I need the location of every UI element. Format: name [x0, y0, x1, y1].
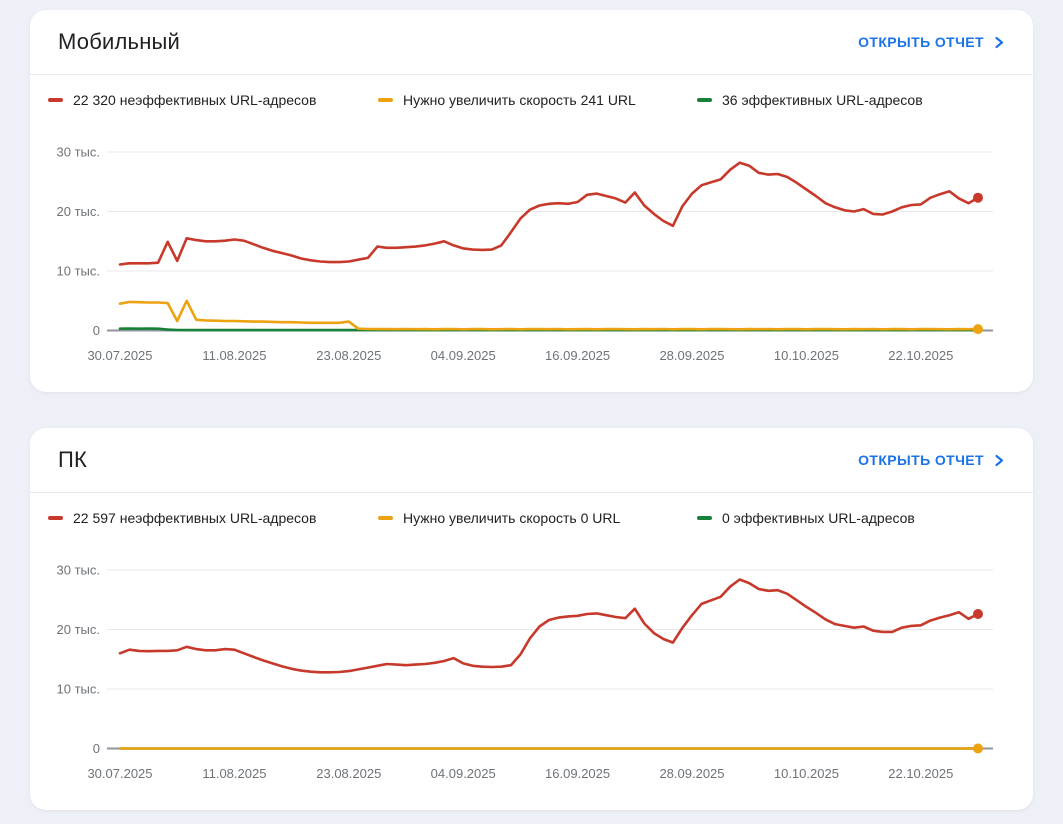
svg-text:23.08.2025: 23.08.2025 — [316, 348, 381, 363]
card-title-mobile: Мобильный — [58, 29, 181, 54]
mobile-trend-chart[interactable]: 0 10 тыс. 20 тыс. 30 тыс. 30.07.2025 11.08.20… — [30, 116, 1033, 376]
svg-text:0: 0 — [93, 323, 100, 338]
svg-text:23.08.2025: 23.08.2025 — [316, 766, 381, 781]
legend-swatch-red — [48, 98, 63, 102]
legend-item-needs-improvement: Нужно увеличить скорость 241 URL — [378, 90, 697, 110]
svg-text:04.09.2025: 04.09.2025 — [431, 766, 496, 781]
svg-text:11.08.2025: 11.08.2025 — [202, 348, 266, 363]
legend-item-needs-improvement: Нужно увеличить скорость 0 URL — [378, 508, 697, 528]
legend-swatch-green — [697, 516, 712, 520]
open-report-label: ОТКРЫТЬ ОТЧЕТ — [858, 452, 984, 468]
legend-label-poor-urls: 22 597 неэффективных URL-адресов — [73, 510, 317, 526]
card-mobile: Мобильный ОТКРЫТЬ ОТЧЕТ 22 320 неэффекти… — [30, 10, 1033, 392]
svg-text:10.10.2025: 10.10.2025 — [774, 766, 839, 781]
legend-swatch-red — [48, 516, 63, 520]
svg-text:30 тыс.: 30 тыс. — [57, 563, 100, 578]
legend-item-poor-urls: 22 320 неэффективных URL-адресов — [48, 90, 378, 110]
svg-text:30 тыс.: 30 тыс. — [57, 145, 100, 160]
legend: 22 597 неэффективных URL-адресов Нужно у… — [30, 508, 1033, 528]
legend-label-good-urls: 36 эффективных URL-адресов — [722, 92, 923, 108]
open-report-link-desktop[interactable]: ОТКРЫТЬ ОТЧЕТ — [858, 452, 1005, 468]
svg-text:0: 0 — [93, 741, 100, 756]
legend-swatch-orange — [378, 516, 393, 520]
svg-text:16.09.2025: 16.09.2025 — [545, 766, 610, 781]
chevron-right-icon — [995, 36, 1004, 48]
chevron-right-icon — [995, 454, 1004, 466]
legend-item-good-urls: 0 эффективных URL-адресов — [697, 508, 915, 528]
card-title-desktop: ПК — [58, 447, 88, 472]
svg-text:28.09.2025: 28.09.2025 — [659, 766, 724, 781]
svg-text:10.10.2025: 10.10.2025 — [774, 348, 839, 363]
svg-text:16.09.2025: 16.09.2025 — [545, 348, 610, 363]
svg-text:10 тыс.: 10 тыс. — [57, 682, 100, 697]
card-header: ПК ОТКРЫТЬ ОТЧЕТ — [30, 428, 1033, 493]
legend-item-poor-urls: 22 597 неэффективных URL-адресов — [48, 508, 378, 528]
svg-text:22.10.2025: 22.10.2025 — [888, 766, 953, 781]
svg-text:20 тыс.: 20 тыс. — [57, 204, 100, 219]
svg-text:28.09.2025: 28.09.2025 — [659, 348, 724, 363]
legend-swatch-orange — [378, 98, 393, 102]
legend-item-good-urls: 36 эффективных URL-адресов — [697, 90, 923, 110]
legend: 22 320 неэффективных URL-адресов Нужно у… — [30, 90, 1033, 110]
svg-text:10 тыс.: 10 тыс. — [57, 264, 100, 279]
open-report-link-mobile[interactable]: ОТКРЫТЬ ОТЧЕТ — [858, 34, 1005, 50]
legend-label-poor-urls: 22 320 неэффективных URL-адресов — [73, 92, 317, 108]
svg-text:30.07.2025: 30.07.2025 — [87, 348, 152, 363]
svg-text:11.08.2025: 11.08.2025 — [202, 766, 266, 781]
legend-label-needs-improvement: Нужно увеличить скорость 0 URL — [403, 510, 621, 526]
svg-text:30.07.2025: 30.07.2025 — [87, 766, 152, 781]
card-header: Мобильный ОТКРЫТЬ ОТЧЕТ — [30, 10, 1033, 75]
card-desktop: ПК ОТКРЫТЬ ОТЧЕТ 22 597 неэффективных UR… — [30, 428, 1033, 810]
svg-text:20 тыс.: 20 тыс. — [57, 622, 100, 637]
desktop-trend-chart[interactable]: 0 10 тыс. 20 тыс. 30 тыс. 30.07.2025 11.08.20… — [30, 534, 1033, 794]
svg-text:22.10.2025: 22.10.2025 — [888, 348, 953, 363]
open-report-label: ОТКРЫТЬ ОТЧЕТ — [858, 34, 984, 50]
svg-text:04.09.2025: 04.09.2025 — [431, 348, 496, 363]
legend-label-good-urls: 0 эффективных URL-адресов — [722, 510, 915, 526]
legend-label-needs-improvement: Нужно увеличить скорость 241 URL — [403, 92, 636, 108]
legend-swatch-green — [697, 98, 712, 102]
